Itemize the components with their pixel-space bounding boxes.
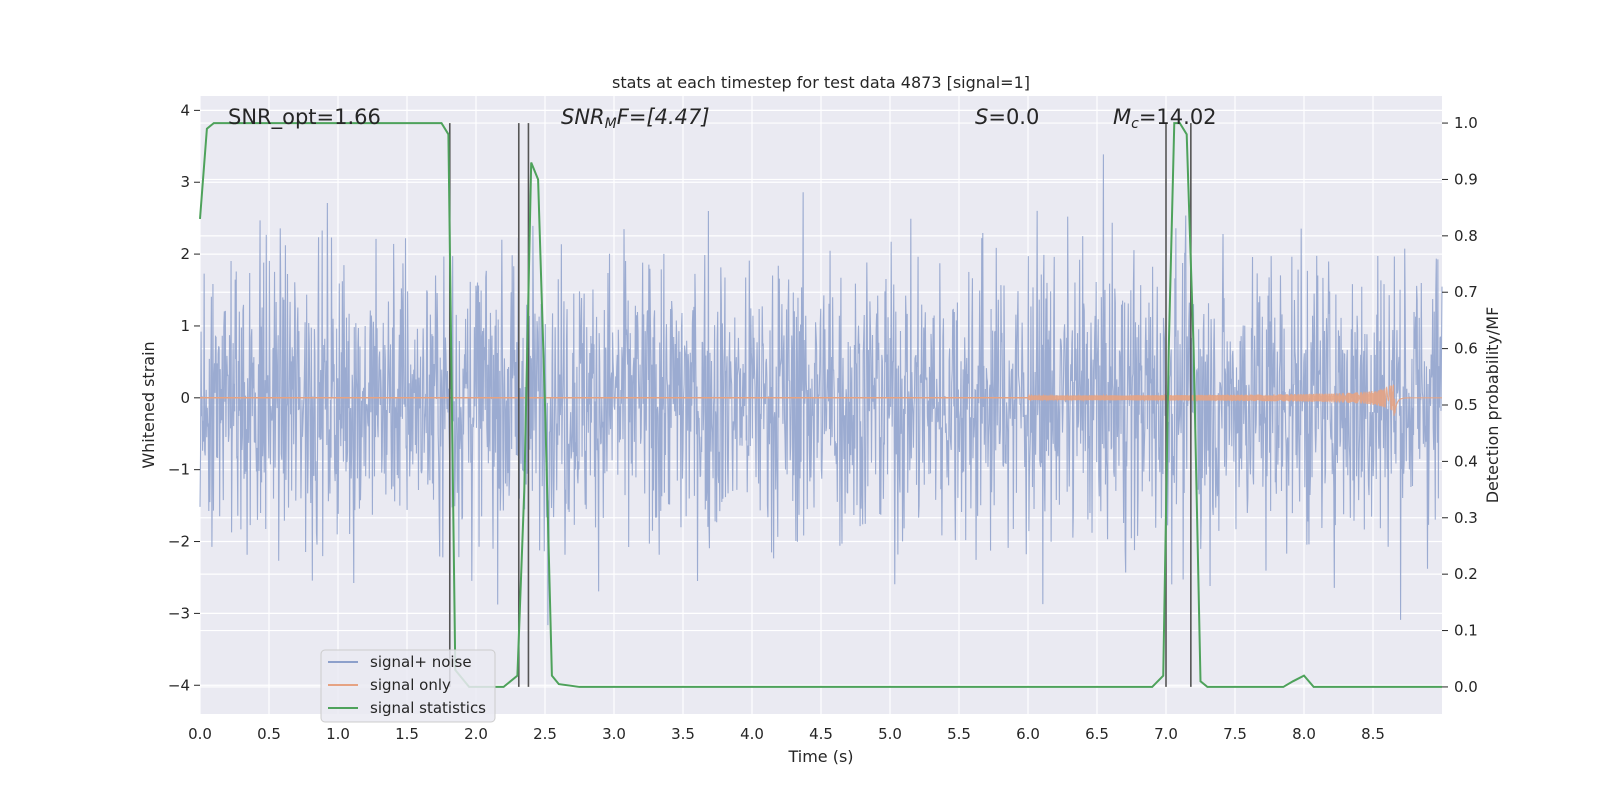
y-right-tick-1: 0.9 <box>1454 170 1478 188</box>
signal-only-series <box>200 384 1442 416</box>
s-annotation: S=0.0 <box>975 105 1039 129</box>
y-right-tick-10: 0.0 <box>1454 678 1478 696</box>
y-left-tick-2: 2 <box>180 245 190 263</box>
y-right-tick-3: 0.7 <box>1454 283 1478 301</box>
x-tick-5: 2.5 <box>533 725 557 743</box>
noise-series <box>199 154 1443 626</box>
snr-mf-annotation: SNRMF=[4.47] <box>561 105 710 132</box>
x-tick-12: 6.0 <box>1016 725 1040 743</box>
y-right-tick-9: 0.1 <box>1454 622 1478 640</box>
y-left-tick-8: −4 <box>168 676 190 694</box>
y-left-ticks: 4 3 2 1 0 −1 −2 −3 −4 <box>168 101 200 694</box>
x-tick-7: 3.5 <box>671 725 695 743</box>
y-left-tick-1: 3 <box>180 173 190 191</box>
x-tick-1: 0.5 <box>257 725 281 743</box>
x-tick-3: 1.5 <box>395 725 419 743</box>
y-right-ticks: 1.0 0.9 0.8 0.7 0.6 0.5 0.4 0.3 0.2 0.1 0.0 <box>1442 114 1478 696</box>
y-right-tick-7: 0.3 <box>1454 509 1478 527</box>
y-right-tick-5: 0.5 <box>1454 396 1478 414</box>
s-name: S <box>975 105 988 129</box>
mc-name: M <box>1113 105 1131 129</box>
y-left-tick-7: −3 <box>168 604 190 622</box>
x-tick-14: 7.0 <box>1154 725 1178 743</box>
y-left-tick-0: 4 <box>180 101 190 119</box>
x-tick-8: 4.0 <box>740 725 764 743</box>
snr-mf-rest: F=[4.47] <box>617 105 710 129</box>
x-tick-0: 0.0 <box>188 725 212 743</box>
legend-label-stats: signal statistics <box>370 699 486 717</box>
mc-sub: c <box>1131 116 1139 132</box>
x-axis-label: Time (s) <box>787 747 853 766</box>
vertical-markers <box>448 123 1192 687</box>
stats-line <box>199 122 1442 688</box>
snr-mf-sub: M <box>605 116 617 132</box>
y-left-tick-4: 0 <box>180 389 190 407</box>
mc-rest: =14.02 <box>1139 105 1217 129</box>
x-tick-6: 3.0 <box>602 725 626 743</box>
x-tick-2: 1.0 <box>326 725 350 743</box>
legend: signal+ noise signal only signal statist… <box>320 649 496 723</box>
x-tick-11: 5.5 <box>947 725 971 743</box>
x-tick-17: 8.5 <box>1361 725 1385 743</box>
signal-chirp-line <box>1027 384 1442 416</box>
noise-line <box>199 154 1443 626</box>
x-tick-15: 7.5 <box>1223 725 1247 743</box>
y-right-tick-6: 0.4 <box>1454 452 1478 470</box>
x-axis-ticks: 0.0 0.5 1.0 1.5 2.0 2.5 3.0 3.5 4.0 4.5 5.0 5.5 6.0 6… <box>188 725 1385 743</box>
chart-title: stats at each timestep for test data 487… <box>612 73 1030 92</box>
snr-mf-name: SNR <box>561 105 605 129</box>
y-left-tick-5: −1 <box>168 461 190 479</box>
snr-opt-annotation: SNR_opt=1.66 <box>228 105 381 130</box>
y-left-tick-3: 1 <box>180 317 190 335</box>
y-left-tick-6: −2 <box>168 533 190 551</box>
y-left-axis-label: Whitened strain <box>139 341 158 468</box>
x-tick-4: 2.0 <box>464 725 488 743</box>
legend-label-noise: signal+ noise <box>370 653 472 671</box>
x-tick-13: 6.5 <box>1085 725 1109 743</box>
y-right-tick-2: 0.8 <box>1454 227 1478 245</box>
mc-annotation: Mc=14.02 <box>1113 105 1217 132</box>
legend-box <box>320 649 496 723</box>
x-tick-10: 5.0 <box>878 725 902 743</box>
s-rest: =0.0 <box>988 105 1039 129</box>
x-tick-9: 4.5 <box>809 725 833 743</box>
y-right-axis-label: Detection probability/MF <box>1483 307 1502 504</box>
x-tick-16: 8.0 <box>1292 725 1316 743</box>
y-right-tick-4: 0.6 <box>1454 340 1478 358</box>
signal-statistics-series <box>199 122 1442 688</box>
y-right-tick-0: 1.0 <box>1454 114 1478 132</box>
y-right-tick-8: 0.2 <box>1454 565 1478 583</box>
legend-label-signal: signal only <box>370 676 451 694</box>
